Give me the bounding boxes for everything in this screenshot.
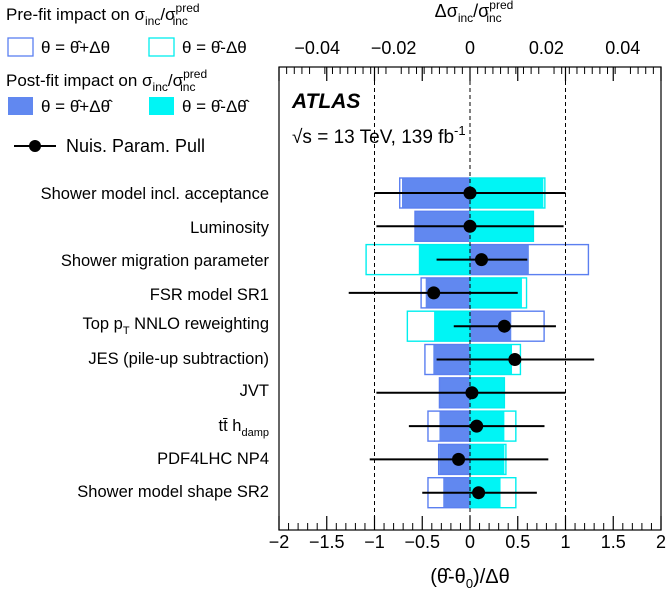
legend: Pre-fit impact on σinc/σpred inc θ = θ̂+Δ… — [6, 1, 250, 156]
energy-lumi-label: √s = 13 TeV, 139 fb-1 — [292, 123, 466, 148]
category-label: Luminosity — [190, 219, 270, 237]
top-tick-label: −0.02 — [371, 38, 417, 58]
atlas-label: ATLAS — [291, 90, 360, 113]
pull-marker — [463, 219, 477, 233]
pull-marker — [472, 486, 486, 500]
top-tick-label: −0.04 — [294, 38, 340, 58]
legend-postfit-up-label: θ = θ̂+Δθ̂ — [41, 97, 113, 116]
pull-marker — [427, 286, 441, 300]
top-tick-label: 0 — [465, 38, 475, 58]
impact-bars — [365, 177, 590, 509]
pull-markers — [348, 186, 595, 500]
reference-lines — [374, 67, 566, 530]
axis-ticks — [278, 67, 662, 530]
category-label: PDF4LHC NP4 — [157, 450, 269, 468]
category-label: Shower model incl. acceptance — [41, 185, 269, 203]
bottom-tick-label: −1.5 — [309, 532, 345, 552]
legend-postfit-up-swatch — [8, 97, 33, 115]
pull-marker — [474, 253, 488, 267]
category-label: tt̄ hdamp — [219, 417, 269, 439]
category-label: Top pT NNLO reweighting — [82, 315, 269, 337]
pull-marker — [470, 419, 484, 433]
bottom-tick-labels: −2 −1.5 −1 −0.5 0 0.5 1 1.5 2 — [269, 532, 666, 552]
legend-prefit-down-label: θ = θ̂-Δθ — [182, 38, 247, 57]
bottom-tick-label: 1.5 — [601, 532, 626, 552]
legend-prefit-up-swatch — [7, 37, 34, 57]
legend-pull-marker — [29, 140, 41, 152]
bottom-tick-label: 0 — [465, 532, 475, 552]
bottom-tick-label: 2 — [656, 532, 666, 552]
bottom-tick-label: 0.5 — [505, 532, 530, 552]
legend-postfit-down-label: θ = θ̂-Δθ̂ — [182, 97, 250, 116]
legend-pull-label: Nuis. Param. Pull — [66, 136, 205, 156]
category-label: Shower migration parameter — [61, 252, 270, 270]
pull-marker — [497, 319, 511, 333]
top-tick-labels: −0.04 −0.02 0 0.02 0.04 — [294, 38, 640, 58]
legend-postfit-down-swatch — [149, 97, 174, 115]
top-tick-label: 0.02 — [529, 38, 564, 58]
top-axis-label: Δσinc/σpred inc — [435, 0, 514, 25]
legend-prefit-title: Pre-fit impact on σinc/σpred inc — [6, 1, 200, 28]
bottom-axis-label: (θ̂-θ0)/Δθ — [430, 566, 510, 591]
bottom-tick-label: 1 — [560, 532, 570, 552]
pull-marker — [465, 386, 479, 400]
bottom-tick-label: −0.5 — [404, 532, 440, 552]
pull-marker — [463, 186, 477, 200]
bottom-tick-label: −1 — [364, 532, 385, 552]
legend-postfit-title: Post-fit impact on σinc/σpred inc — [6, 67, 207, 94]
pull-marker — [452, 452, 466, 466]
category-label: Shower model shape SR2 — [77, 483, 269, 501]
top-tick-label: 0.04 — [605, 38, 640, 58]
pull-marker — [508, 353, 522, 366]
category-label: JVT — [240, 382, 269, 400]
legend-prefit-up-label: θ = θ̂+Δθ — [41, 38, 110, 57]
category-labels: Shower model incl. acceptance Luminosity… — [41, 185, 270, 501]
bottom-tick-label: −2 — [269, 532, 290, 552]
category-label: JES (pile-up subtraction) — [88, 350, 269, 368]
legend-prefit-down-swatch — [148, 37, 175, 57]
category-label: FSR model SR1 — [150, 286, 269, 304]
